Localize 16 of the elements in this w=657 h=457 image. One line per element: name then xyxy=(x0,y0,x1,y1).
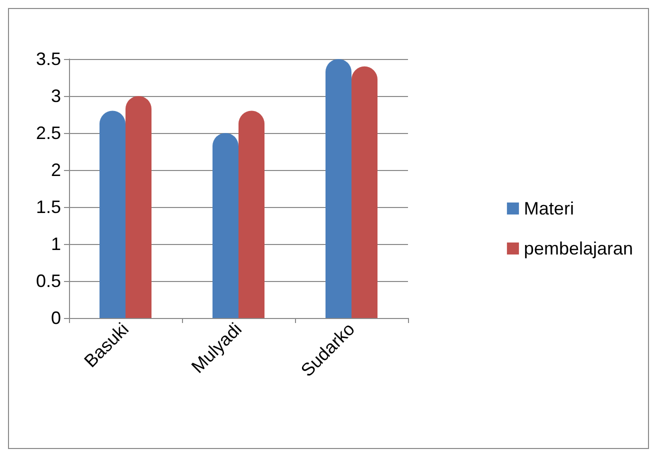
y-tick-label: 3.5 xyxy=(36,49,61,69)
y-tick-label: 1 xyxy=(50,234,61,254)
bar xyxy=(352,66,378,318)
y-tick-label: 0.5 xyxy=(36,271,61,291)
bar xyxy=(126,96,152,318)
bar xyxy=(212,133,238,318)
y-tick-label: 0 xyxy=(50,308,61,328)
y-tick-label: 3 xyxy=(50,86,61,106)
y-tick-label: 2 xyxy=(50,160,61,180)
legend-label: Materi xyxy=(524,198,574,218)
legend-label: pembelajaran xyxy=(524,238,634,258)
bar xyxy=(326,59,352,318)
y-tick-label: 2.5 xyxy=(36,123,61,143)
bar xyxy=(238,110,264,318)
bar xyxy=(100,110,126,318)
y-tick-label: 1.5 xyxy=(36,197,61,217)
